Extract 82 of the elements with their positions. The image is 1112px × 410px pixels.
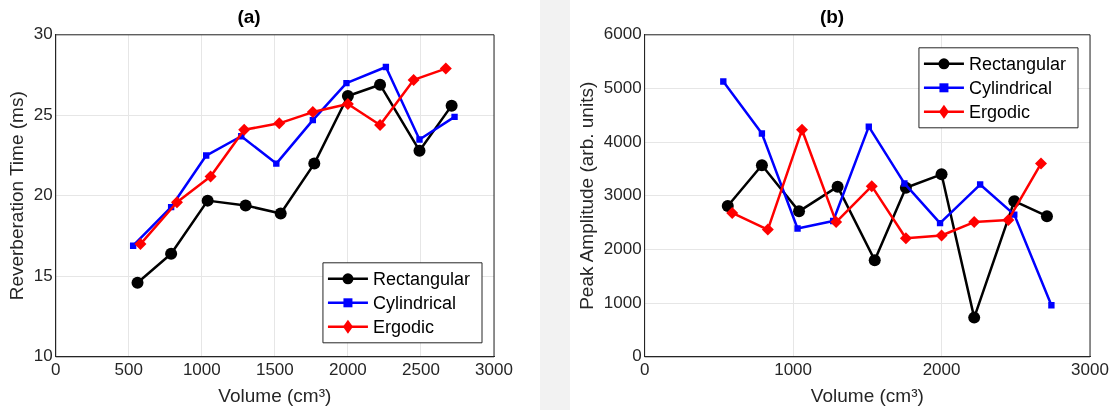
point [131, 276, 144, 289]
y-tick-label: 1000 [603, 292, 642, 312]
point [726, 206, 739, 219]
x-axis-title: Volume (cm³) [810, 384, 924, 406]
y-tick-label: 5000 [603, 78, 642, 98]
y-tick-label: 15 [33, 265, 53, 285]
y-tick-label: 0 [632, 346, 642, 366]
legend-label: Cylindrical [968, 77, 1052, 98]
point [203, 152, 210, 159]
point [901, 180, 908, 187]
point [445, 99, 458, 112]
y-tick-label: 30 [33, 24, 53, 44]
point [721, 200, 734, 212]
x-tick-label: 1000 [182, 359, 221, 379]
point [758, 130, 766, 137]
point [720, 78, 727, 85]
point [935, 168, 948, 181]
point [865, 123, 872, 130]
legend-label: Ergodic [968, 101, 1030, 122]
point [341, 98, 354, 111]
x-tick-label: 2000 [922, 359, 961, 379]
point [1048, 302, 1055, 309]
point [935, 229, 948, 242]
point [793, 205, 806, 218]
point [170, 196, 183, 209]
point [306, 106, 319, 119]
point [439, 62, 452, 75]
point [755, 159, 768, 172]
point [968, 216, 981, 229]
point [831, 180, 844, 193]
point [416, 136, 423, 143]
point [1002, 213, 1015, 226]
x-tick-label: 3000 [475, 359, 513, 379]
y-tick-label: 3000 [603, 185, 642, 205]
point [374, 78, 387, 91]
legend-label: Rectangular [372, 268, 471, 289]
y-tick-label: 25 [33, 104, 53, 124]
x-tick-label: 3000 [1071, 359, 1109, 379]
x-tick-label: 2000 [328, 359, 367, 379]
point [1040, 210, 1053, 223]
point [830, 216, 843, 229]
point [374, 118, 387, 131]
point [1035, 157, 1048, 170]
y-tick-label: 10 [33, 346, 53, 366]
point [865, 180, 878, 193]
point [868, 254, 881, 267]
point [343, 79, 350, 87]
chart-title: (b) [819, 5, 845, 27]
legend-label: Rectangular [968, 53, 1067, 74]
point [238, 123, 251, 136]
legend-label: Cylindrical [372, 292, 456, 313]
y-tick-label: 2000 [603, 239, 642, 259]
point [273, 117, 286, 130]
x-tick-label: 2500 [402, 359, 440, 379]
chart-title: (a) [237, 5, 261, 27]
point [899, 232, 912, 245]
y-axis-title: Peak Amplitude (arb. units) [575, 81, 597, 310]
point [273, 160, 280, 167]
point [413, 144, 426, 157]
point [204, 170, 217, 183]
point [451, 113, 458, 121]
x-tick-label: 1000 [774, 359, 812, 379]
y-axis-title: Reverberation Time (ms) [5, 91, 27, 301]
point [968, 311, 981, 324]
point [201, 194, 214, 207]
x-tick-label: 500 [114, 359, 143, 379]
point [794, 225, 801, 232]
y-tick-label: 4000 [603, 131, 642, 151]
point [308, 157, 321, 170]
point [761, 223, 774, 236]
point [134, 238, 147, 251]
x-tick-label: 1500 [255, 359, 294, 379]
y-tick-label: 6000 [603, 24, 642, 44]
point [795, 123, 808, 136]
x-axis-title: Volume (cm³) [218, 384, 332, 406]
point [165, 247, 178, 260]
legend-label: Ergodic [372, 316, 434, 337]
y-tick-label: 20 [33, 185, 53, 205]
point [976, 181, 984, 188]
point [239, 199, 252, 212]
point [407, 73, 420, 86]
point [274, 207, 287, 220]
